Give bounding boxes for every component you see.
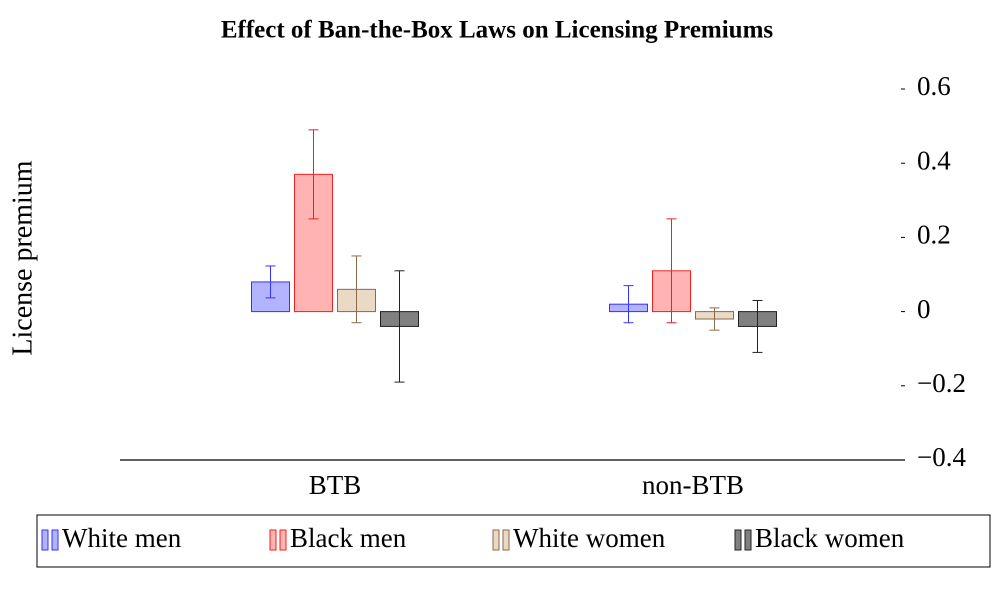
y-tick-label: 0.4	[917, 145, 951, 175]
legend-swatch	[269, 529, 277, 551]
error-bar	[666, 218, 677, 324]
legend-label: Black men	[290, 523, 407, 553]
y-tick-label: 0.2	[917, 220, 951, 250]
error-bar	[351, 255, 362, 324]
error-bar	[752, 299, 763, 353]
error-bar	[265, 265, 276, 299]
legend-box	[36, 514, 991, 568]
y-axis-label: License premium	[7, 160, 38, 355]
legend-swatch	[734, 529, 742, 551]
legend-swatch	[41, 529, 49, 551]
error-bar	[394, 270, 405, 383]
legend-swatch	[492, 529, 500, 551]
legend-label: Black women	[755, 523, 905, 553]
chart-title: Effect of Ban-the-Box Laws on Licensing …	[221, 17, 774, 44]
x-tick-label: BTB	[309, 470, 362, 500]
legend-swatch	[502, 529, 510, 551]
legend-swatch	[279, 529, 287, 551]
error-bar	[623, 285, 634, 324]
legend-swatch	[744, 529, 752, 551]
error-bar	[308, 129, 319, 220]
legend-label: White men	[62, 523, 182, 553]
y-tick-label: −0.2	[917, 368, 966, 398]
legend-swatch	[51, 529, 59, 551]
y-tick-label: −0.4	[917, 442, 966, 472]
y-tick-label: 0.6	[917, 71, 951, 101]
error-bar	[709, 307, 720, 331]
legend-label: White women	[513, 523, 666, 553]
x-tick-label: non-BTB	[642, 470, 744, 500]
y-tick-label: 0	[917, 294, 931, 324]
